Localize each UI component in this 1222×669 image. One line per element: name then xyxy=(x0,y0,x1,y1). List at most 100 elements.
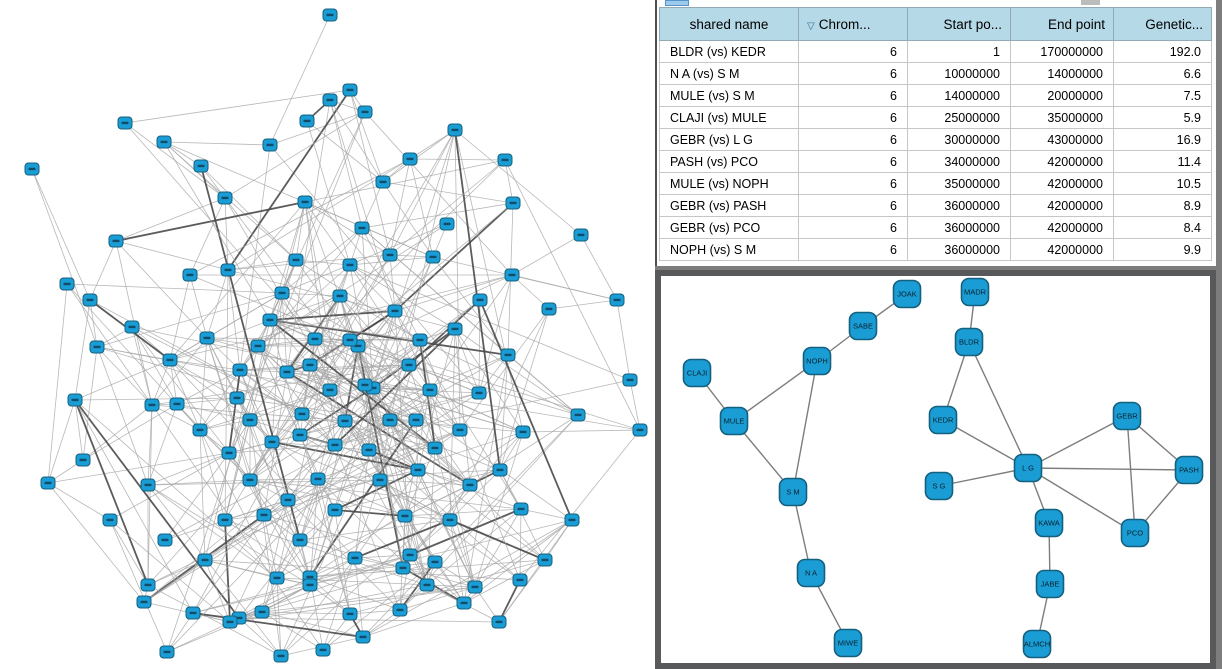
table-cell[interactable]: 6 xyxy=(798,194,908,217)
table-cell[interactable]: 6 xyxy=(798,84,908,107)
network-node[interactable] xyxy=(24,162,40,176)
table-cell[interactable]: 14000000 xyxy=(1010,62,1114,85)
table-row[interactable]: GEBR (vs) PCO 6 36000000 42000000 8.4 xyxy=(659,216,1212,239)
network-edge-l-g-pash[interactable] xyxy=(1027,467,1190,471)
column-header-start-po[interactable]: Start po... xyxy=(907,7,1011,41)
network-node[interactable] xyxy=(408,413,424,427)
network-node[interactable] xyxy=(372,473,388,487)
table-cell[interactable]: 5.9 xyxy=(1113,106,1212,129)
subnetwork-canvas[interactable]: JOAK MADR SABE BLDR NOPH CLAJI GEBR KEDR MULE L G… xyxy=(661,276,1210,663)
network-node[interactable] xyxy=(159,645,175,659)
network-node[interactable] xyxy=(375,175,391,189)
network-node[interactable] xyxy=(397,509,413,523)
network-node[interactable] xyxy=(162,353,178,367)
network-node[interactable] xyxy=(327,503,343,517)
subnetwork-node-almch[interactable]: ALMCH xyxy=(1022,629,1052,659)
table-cell[interactable]: 16.9 xyxy=(1113,128,1212,151)
network-node[interactable] xyxy=(75,453,91,467)
network-node[interactable] xyxy=(220,263,236,277)
network-node[interactable] xyxy=(192,423,208,437)
network-node[interactable] xyxy=(472,293,488,307)
table-cell[interactable]: 6.6 xyxy=(1113,62,1212,85)
network-node[interactable] xyxy=(294,407,310,421)
network-node[interactable] xyxy=(102,513,118,527)
network-edge-gebr-pco[interactable] xyxy=(1126,415,1136,534)
network-node[interactable] xyxy=(462,478,478,492)
network-node[interactable] xyxy=(402,152,418,166)
table-cell[interactable]: 170000000 xyxy=(1010,40,1114,63)
network-node[interactable] xyxy=(392,603,408,617)
network-node[interactable] xyxy=(288,253,304,267)
subnetwork-node-joak[interactable]: JOAK xyxy=(892,279,922,309)
network-node[interactable] xyxy=(439,217,455,231)
subnetwork-node-claji[interactable]: CLAJI xyxy=(682,358,712,388)
network-node[interactable] xyxy=(622,373,638,387)
network-node[interactable] xyxy=(307,332,323,346)
table-cell[interactable]: 42000000 xyxy=(1010,150,1114,173)
network-node[interactable] xyxy=(232,363,248,377)
table-row[interactable]: PASH (vs) PCO 6 34000000 42000000 11.4 xyxy=(659,150,1212,173)
scrollbar-thumb-fragment[interactable] xyxy=(665,0,689,6)
table-row[interactable]: MULE (vs) S M 6 14000000 20000000 7.5 xyxy=(659,84,1212,107)
network-node[interactable] xyxy=(299,114,315,128)
table-row[interactable]: CLAJI (vs) MULE 6 25000000 35000000 5.9 xyxy=(659,106,1212,129)
network-node[interactable] xyxy=(467,580,483,594)
table-cell[interactable]: 6 xyxy=(798,238,908,261)
table-cell[interactable]: NOPH (vs) S M xyxy=(659,238,799,261)
network-node[interactable] xyxy=(355,630,371,644)
table-cell[interactable]: 36000000 xyxy=(907,194,1011,217)
table-cell[interactable]: 6 xyxy=(798,128,908,151)
network-node[interactable] xyxy=(40,476,56,490)
table-cell[interactable]: BLDR (vs) KEDR xyxy=(659,40,799,63)
network-node[interactable] xyxy=(395,561,411,575)
network-node[interactable] xyxy=(136,595,152,609)
table-cell[interactable]: 6 xyxy=(798,172,908,195)
filter-funnel-icon[interactable]: ▽ xyxy=(807,20,815,32)
network-node[interactable] xyxy=(342,607,358,621)
network-node[interactable] xyxy=(427,441,443,455)
table-cell[interactable]: 1 xyxy=(907,40,1011,63)
network-node[interactable] xyxy=(193,159,209,173)
network-node[interactable] xyxy=(537,553,553,567)
network-node[interactable] xyxy=(273,649,289,663)
table-cell[interactable]: 35000000 xyxy=(907,172,1011,195)
network-edge-l-g-gebr[interactable] xyxy=(1027,415,1128,469)
table-cell[interactable]: 7.5 xyxy=(1113,84,1212,107)
table-cell[interactable]: 10.5 xyxy=(1113,172,1212,195)
network-node[interactable] xyxy=(144,398,160,412)
table-cell[interactable]: GEBR (vs) PASH xyxy=(659,194,799,217)
network-node[interactable] xyxy=(156,135,172,149)
network-node[interactable] xyxy=(452,423,468,437)
table-cell[interactable]: 34000000 xyxy=(907,150,1011,173)
network-node[interactable] xyxy=(322,93,338,107)
network-node[interactable] xyxy=(442,513,458,527)
network-node[interactable] xyxy=(315,643,331,657)
subnetwork-node-s-g[interactable]: S G xyxy=(924,471,954,501)
network-node[interactable] xyxy=(292,533,308,547)
subnetwork-node-sabe[interactable]: SABE xyxy=(848,311,878,341)
subnetwork-node-pco[interactable]: PCO xyxy=(1120,518,1150,548)
subnetwork-node-miwe[interactable]: MIWE xyxy=(833,628,863,658)
table-cell[interactable]: 6 xyxy=(798,150,908,173)
subnetwork-node-pash[interactable]: PASH xyxy=(1174,455,1204,485)
network-node[interactable] xyxy=(242,473,258,487)
network-node[interactable] xyxy=(264,435,280,449)
network-node[interactable] xyxy=(422,383,438,397)
table-cell[interactable]: 8.9 xyxy=(1113,194,1212,217)
network-node[interactable] xyxy=(185,606,201,620)
network-node[interactable] xyxy=(361,443,377,457)
network-node[interactable] xyxy=(347,551,363,565)
network-node[interactable] xyxy=(573,228,589,242)
network-node[interactable] xyxy=(497,153,513,167)
network-node[interactable] xyxy=(512,573,528,587)
subnetwork-node-jabe[interactable]: JABE xyxy=(1035,569,1065,599)
table-cell[interactable]: N A (vs) S M xyxy=(659,62,799,85)
network-node[interactable] xyxy=(505,196,521,210)
table-cell[interactable]: 30000000 xyxy=(907,128,1011,151)
table-cell[interactable]: 6 xyxy=(798,216,908,239)
subnetwork-node-s-m[interactable]: S M xyxy=(778,477,808,507)
network-node[interactable] xyxy=(169,397,185,411)
network-node[interactable] xyxy=(262,138,278,152)
network-node[interactable] xyxy=(217,191,233,205)
network-node[interactable] xyxy=(274,286,290,300)
